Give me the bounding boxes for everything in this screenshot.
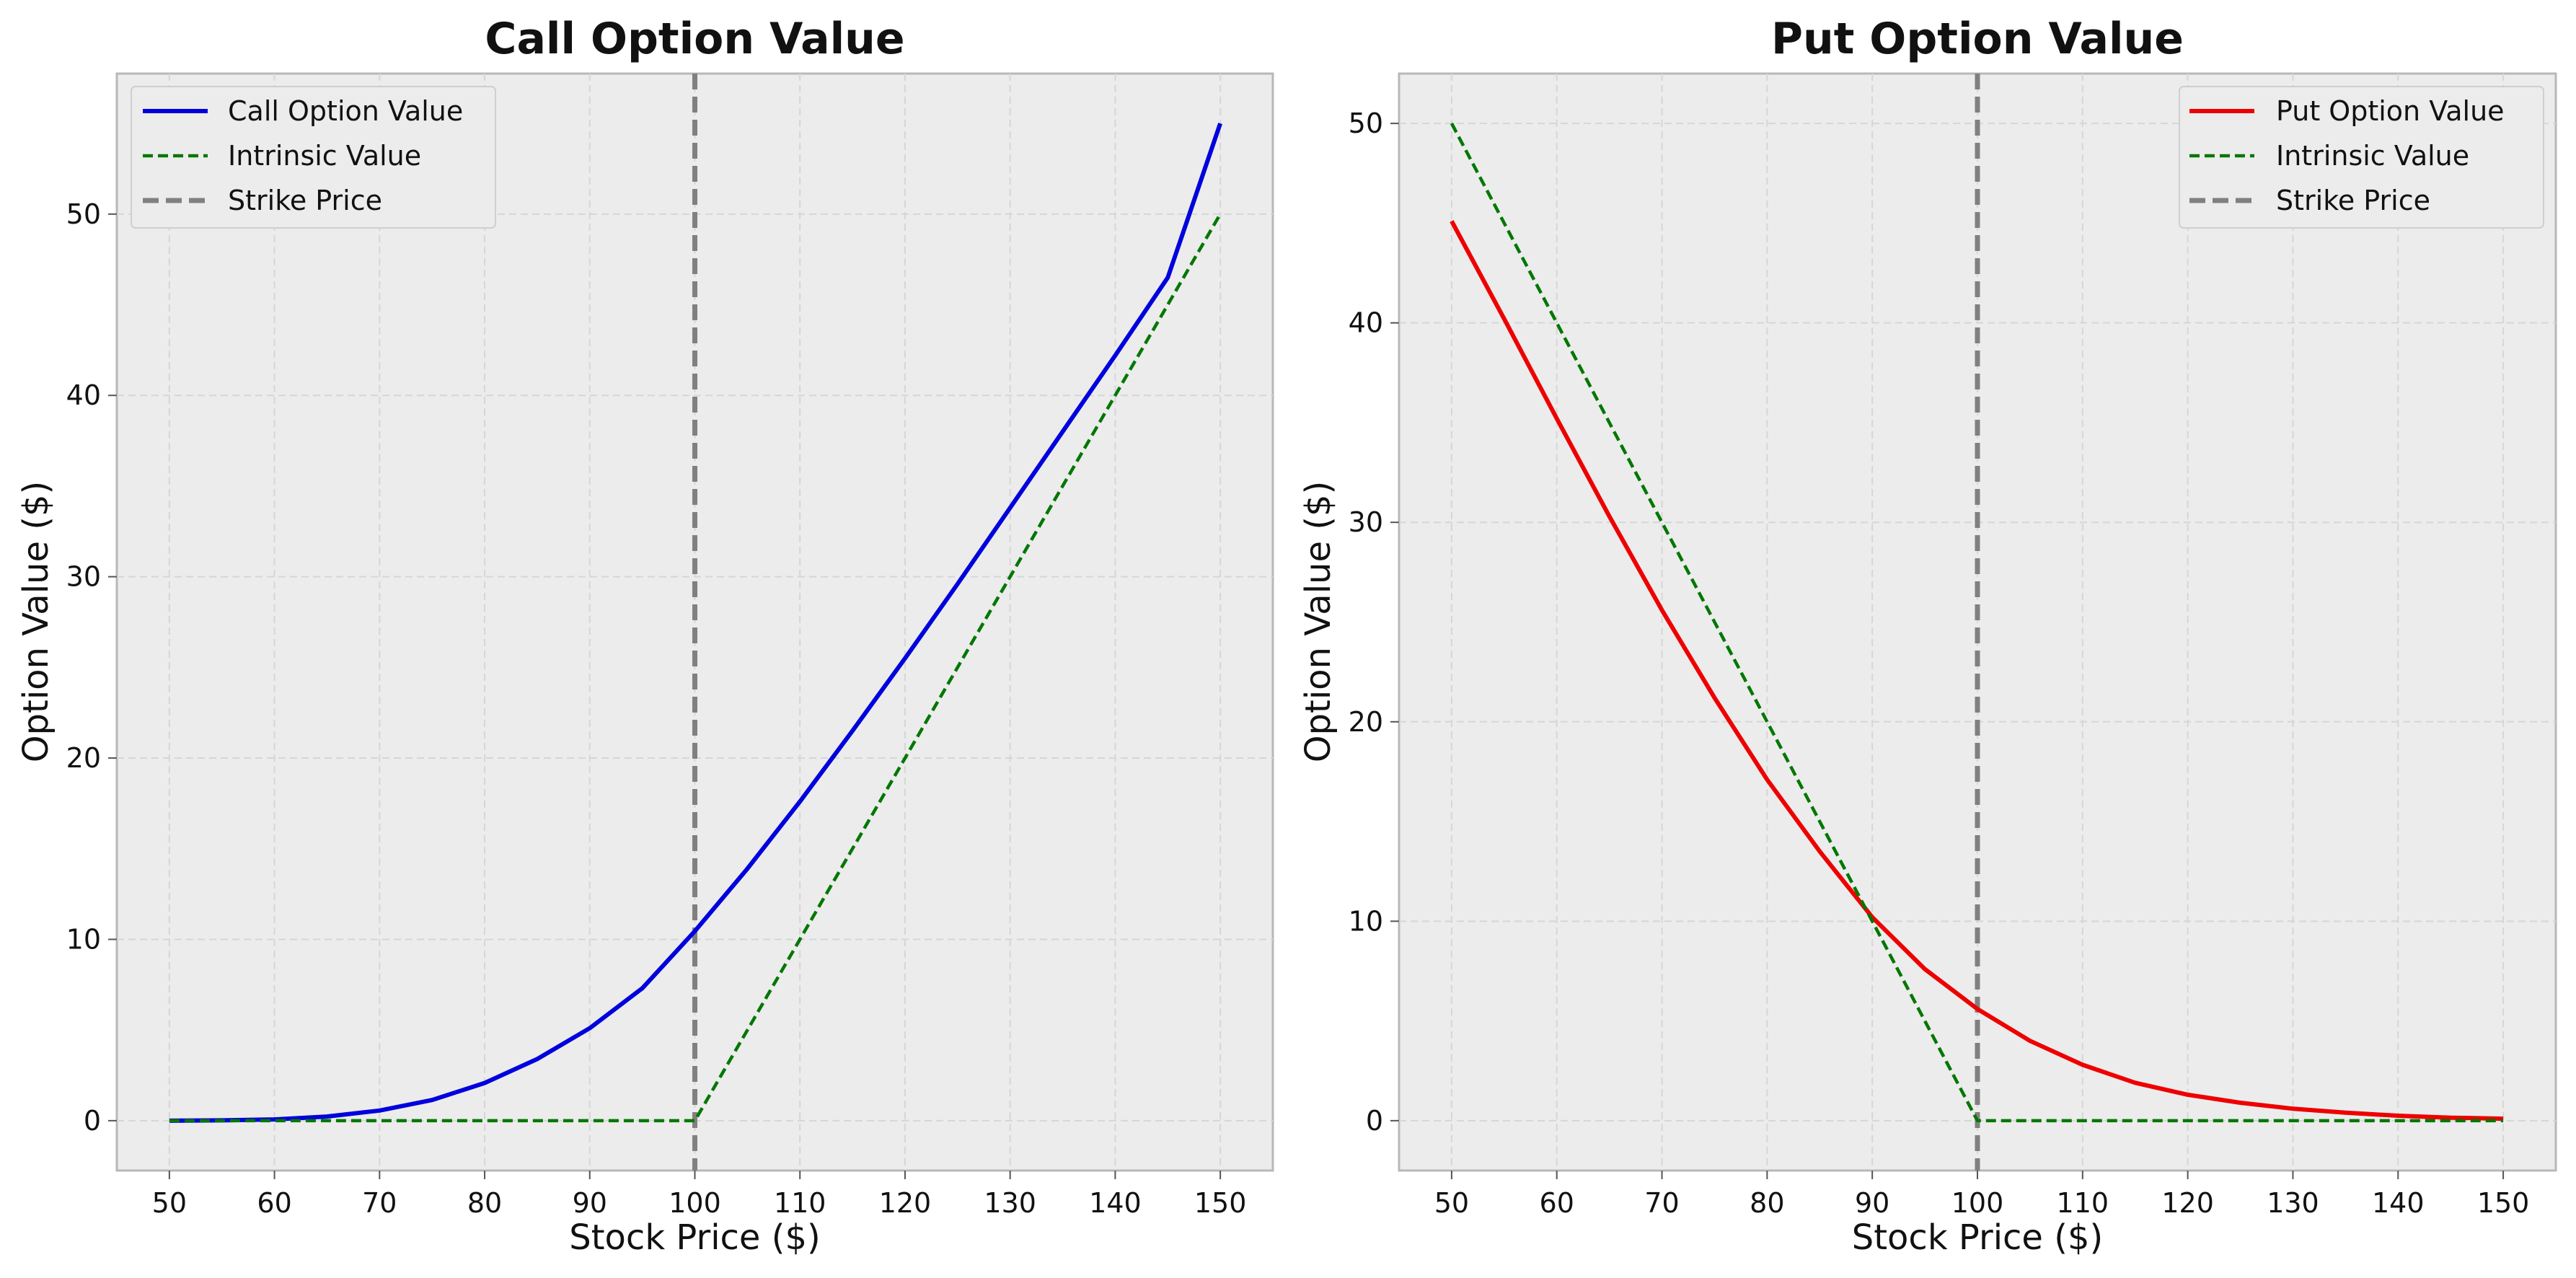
- put-legend-label-put: Put Option Value: [2276, 95, 2505, 127]
- call-chart-title: Call Option Value: [485, 14, 904, 64]
- put-x-ticks: 50 60 70 80 90 100 110 120 130 140 150: [1434, 1171, 2530, 1219]
- put-y-axis-label: Option Value ($): [1298, 481, 1338, 763]
- call-x-tick-label: 140: [1089, 1187, 1142, 1219]
- put-series-intrinsic-value-line: [1450, 123, 2504, 1123]
- put-x-tick-label: 150: [2477, 1187, 2530, 1219]
- put-y-tick-label: 30: [1349, 506, 1383, 538]
- call-y-tick-label: 30: [66, 561, 101, 593]
- put-x-tick-label: 130: [2267, 1187, 2319, 1219]
- call-x-ticks: 50 60 70 80 90 100 110 120 130 140 150: [152, 1171, 1247, 1219]
- call-y-ticks: 0 10 20 30 40 50: [66, 198, 117, 1137]
- call-chart: 50 60 70 80 90 100 110 120 130 140 150 0 10 20 30 40 50…: [16, 14, 1274, 1258]
- put-y-tick-label: 50: [1349, 107, 1383, 139]
- call-x-tick-label: 50: [152, 1187, 187, 1219]
- call-y-tick-label: 0: [84, 1105, 101, 1137]
- call-x-tick-label: 110: [774, 1187, 826, 1219]
- call-x-tick-label: 80: [467, 1187, 502, 1219]
- put-chart-title: Put Option Value: [1771, 14, 2184, 64]
- put-x-tick-label: 100: [1951, 1187, 2004, 1219]
- put-y-ticks: 0 10 20 30 40 50: [1349, 107, 1399, 1137]
- put-x-tick-label: 50: [1434, 1187, 1469, 1219]
- call-series-intrinsic-value-line: [169, 213, 1222, 1123]
- put-y-tick-label: 20: [1349, 706, 1383, 738]
- call-x-tick-label: 130: [984, 1187, 1036, 1219]
- put-y-tick-label: 10: [1349, 905, 1383, 937]
- put-legend-label-intrinsic: Intrinsic Value: [2276, 140, 2469, 172]
- call-x-tick-label: 100: [669, 1187, 721, 1219]
- put-series-group: [1450, 123, 2504, 1123]
- put-x-tick-label: 110: [2057, 1187, 2109, 1219]
- call-x-tick-label: 60: [257, 1187, 291, 1219]
- put-series-put-option-value-line: [1450, 220, 2504, 1121]
- put-legend: Put Option Value Intrinsic Value Strike …: [2179, 86, 2544, 229]
- call-x-tick-label: 150: [1194, 1187, 1247, 1219]
- call-y-tick-label: 10: [66, 923, 101, 955]
- put-y-tick-label: 40: [1349, 307, 1383, 339]
- call-legend-box: [131, 86, 496, 229]
- call-legend: Call Option Value Intrinsic Value Strike…: [131, 86, 496, 229]
- put-x-tick-label: 70: [1644, 1187, 1679, 1219]
- call-y-tick-label: 20: [66, 742, 101, 774]
- put-x-tick-label: 80: [1750, 1187, 1784, 1219]
- put-x-tick-label: 60: [1540, 1187, 1574, 1219]
- put-x-tick-label: 140: [2372, 1187, 2425, 1219]
- put-x-axis-label: Stock Price ($): [1852, 1217, 2103, 1258]
- call-x-tick-label: 120: [879, 1187, 932, 1219]
- call-y-tick-label: 40: [66, 379, 101, 411]
- call-x-tick-label: 70: [362, 1187, 397, 1219]
- put-legend-box: [2179, 86, 2544, 229]
- call-series-call-option-value-line: [169, 123, 1222, 1123]
- put-legend-label-strike: Strike Price: [2276, 185, 2430, 216]
- call-legend-label-call: Call Option Value: [228, 95, 463, 127]
- call-x-tick-label: 90: [573, 1187, 607, 1219]
- call-legend-label-strike: Strike Price: [228, 185, 382, 216]
- put-x-tick-label: 120: [2161, 1187, 2214, 1219]
- call-y-axis-label: Option Value ($): [16, 481, 56, 763]
- call-series-group: [169, 123, 1222, 1123]
- put-y-tick-label: 0: [1366, 1105, 1383, 1137]
- put-x-tick-label: 90: [1855, 1187, 1889, 1219]
- call-legend-label-intrinsic: Intrinsic Value: [228, 140, 421, 172]
- call-x-axis-label: Stock Price ($): [569, 1217, 820, 1258]
- call-y-tick-label: 50: [66, 198, 101, 230]
- put-chart: 50 60 70 80 90 100 110 120 130 140 150 0 10 20 30 40 50…: [1298, 14, 2557, 1258]
